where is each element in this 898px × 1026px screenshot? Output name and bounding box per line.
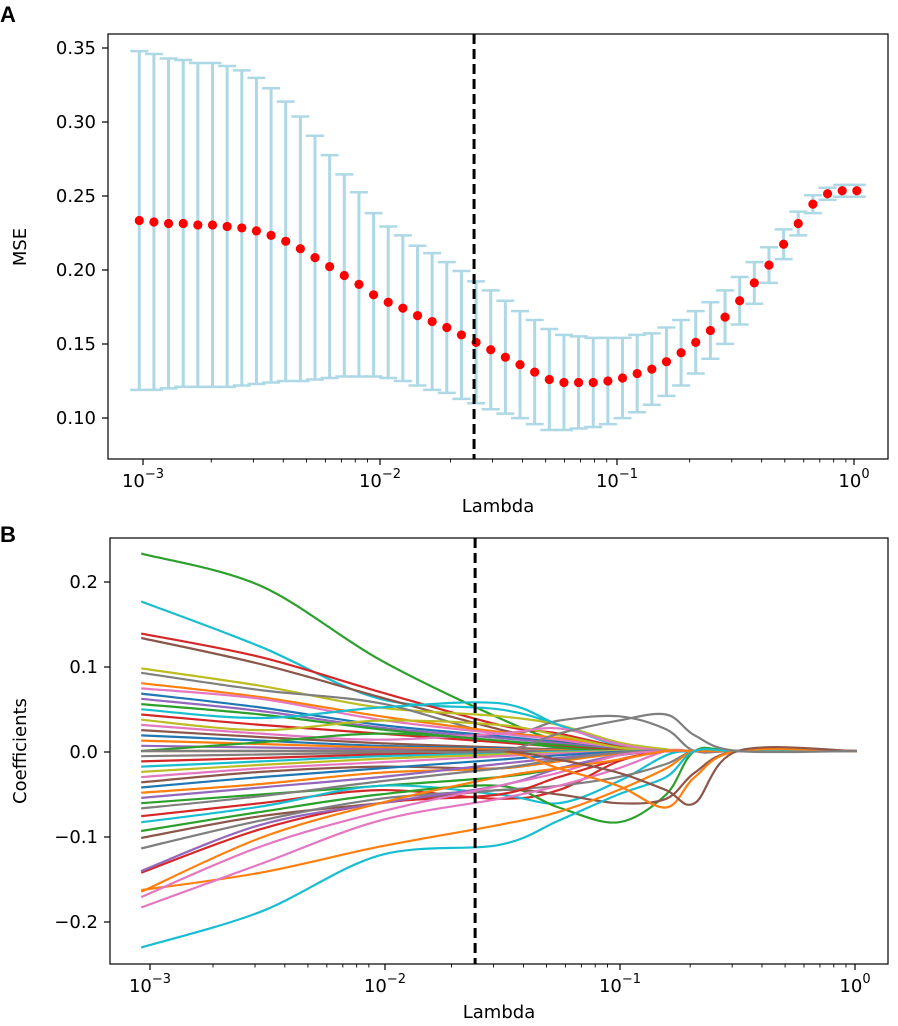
panel-a-ytick-label: 0.15 [56,334,96,355]
panel-b-ytick-label: −0.2 [54,912,98,933]
mse-point [808,199,818,209]
panel-b-xtick-label: 10−1 [599,972,641,997]
mse-point [251,226,262,236]
mse-point [632,368,642,379]
mse-point [281,236,291,246]
mse-point [588,377,598,388]
coef-path-s35 [141,748,857,839]
mse-point [852,186,862,196]
panel-b-xtick-label: 100 [839,972,870,997]
mse-point [325,261,335,272]
panel-b-frame [109,537,889,965]
panel-a-y-axis-label: MSE [10,228,31,266]
mse-point [573,377,584,388]
mse-point [676,348,686,358]
panel-b-ytick-label: 0.2 [69,572,98,593]
panel-b-y-axis-label: Coefficients [10,698,31,804]
panel-b-letter: B [0,522,16,547]
mse-point [207,220,218,230]
panel-a-ytick-label: 0.10 [56,408,96,429]
mse-point [749,278,759,288]
mse-point [398,303,408,313]
mse-point [603,376,613,386]
coef-path-s46 [141,712,857,754]
panel-b-ytick-label: 0.0 [69,742,98,763]
mse-point [691,337,701,347]
mse-point [720,312,730,322]
mse-point [412,310,423,321]
mse-point [442,322,452,333]
panel-b-xtick-label: 10−2 [364,972,406,997]
panel-b-xtick-label: 10−3 [129,972,171,997]
mse-point [793,218,803,229]
panel-a-x-axis-label: Lambda [462,496,534,517]
mse-point [486,345,496,355]
mse-point [295,244,305,254]
panel-a-x-minor-ticks [210,459,847,463]
mse-point [354,279,364,289]
mse-point [779,239,789,249]
mse-point [647,364,657,374]
mse-point [837,186,847,196]
panel-b-y-axis: −0.2 −0.1 0.0 0.1 0.2 [54,572,110,933]
mse-point [544,374,554,385]
coef-path-s43 [140,748,857,949]
mse-point [310,253,320,263]
mse-point [559,377,569,388]
panel-b-x-axis-label: Lambda [463,1002,535,1023]
mse-point [266,230,276,240]
mse-point [456,330,467,340]
panel-b-x-axis: 10−3 10−2 10−1 100 [129,964,871,997]
mse-point [222,221,232,232]
panel-a-xtick-label: 10−3 [122,467,164,492]
mse-point [735,296,745,306]
panel-a-letter: A [0,2,16,27]
panel-a-y-axis: 0.10 0.15 0.20 0.25 0.30 0.35 [56,38,108,429]
mse-point [822,189,833,199]
panel-a-xtick-label: 100 [838,467,869,492]
panel-b-ytick-label: 0.1 [69,657,98,678]
mse-point [617,373,628,383]
panel-b-coefficient-paths [140,552,857,949]
mse-point [383,297,393,307]
mse-point [149,217,159,227]
panel-a-frame [107,33,889,460]
panel-a-xtick-label: 10−2 [359,467,401,492]
mse-point [339,270,349,281]
panel-a-ytick-label: 0.20 [56,260,96,281]
mse-point [134,215,144,226]
mse-point [368,290,379,300]
panel-a-x-axis: 10−3 10−2 10−1 100 [122,459,870,492]
mse-point [193,220,203,230]
mse-point [705,325,715,336]
panel-b-x-minor-ticks [212,964,847,968]
coef-path-s42 [140,749,857,893]
mse-point [163,218,174,229]
panel-a-points [134,186,862,388]
mse-point [237,223,247,233]
panel-a-ytick-label: 0.30 [56,112,96,133]
panel-a-ytick-label: 0.35 [56,38,96,59]
panel-a-xtick-label: 10−1 [596,467,638,492]
mse-point [530,367,540,377]
panel-a-ytick-label: 0.25 [56,186,96,207]
mse-point [178,218,188,229]
mse-point [661,357,672,367]
mse-point [427,316,437,327]
mse-point [500,352,510,362]
coef-path-s01 [140,552,857,753]
mse-point [515,360,525,370]
panel-a-errorbars [130,49,866,432]
mse-point [764,260,774,270]
panel-b-ytick-label: −0.1 [54,827,98,848]
